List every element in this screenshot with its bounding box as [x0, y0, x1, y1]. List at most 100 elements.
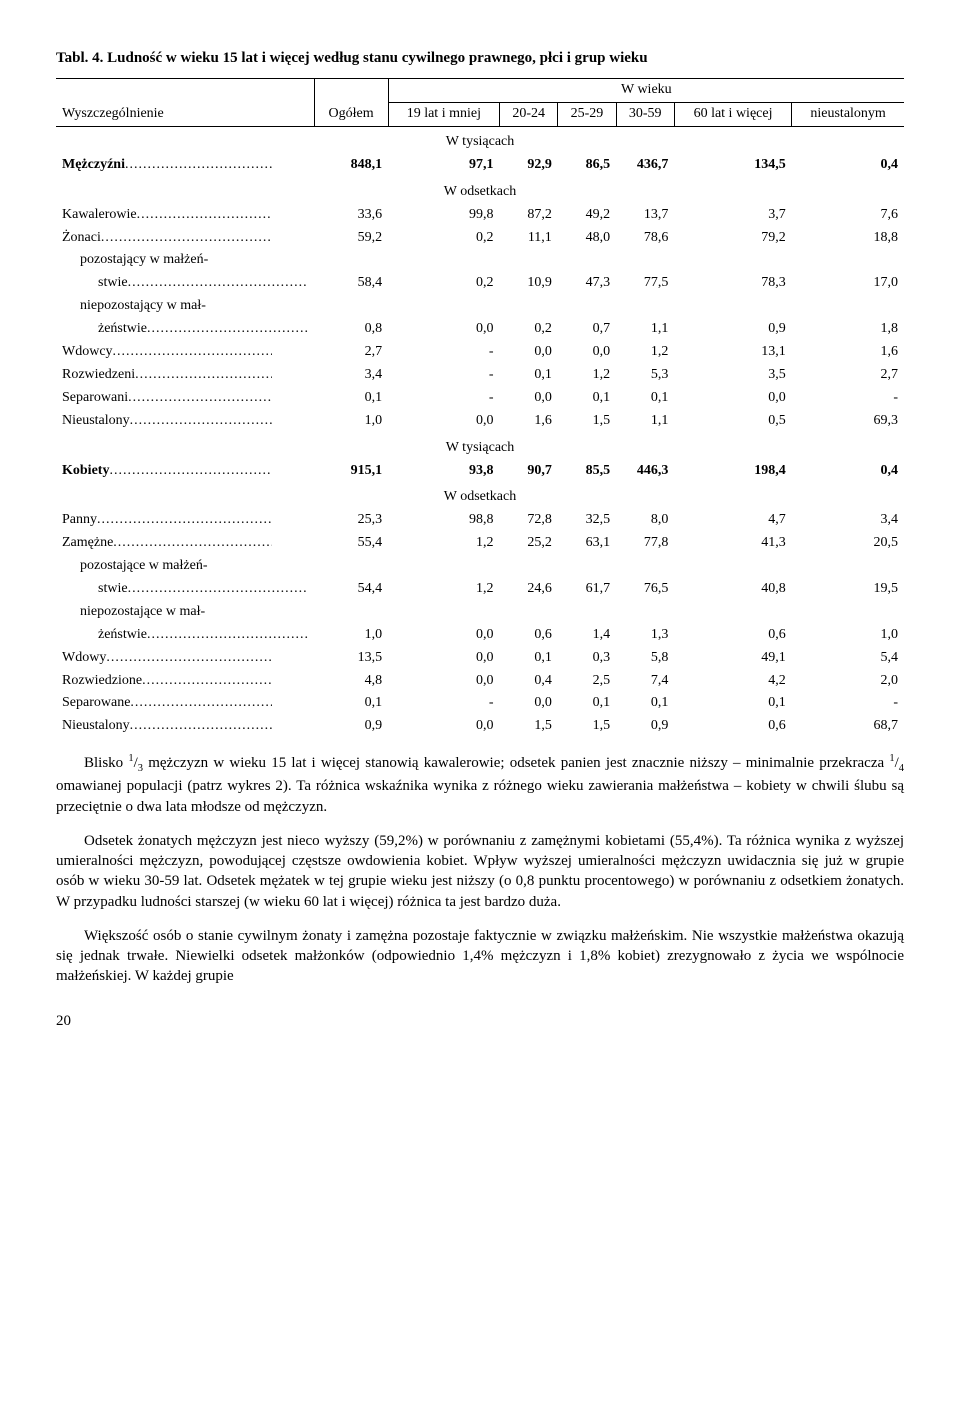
- col-2529: 25-29: [558, 103, 616, 127]
- table-row: Zamężne55,41,225,263,177,841,320,5: [56, 532, 904, 555]
- table-row: stwie54,41,224,661,776,540,819,5: [56, 578, 904, 601]
- cell: 198,4: [674, 460, 791, 483]
- col-3059: 30-59: [616, 103, 674, 127]
- cell: 1,8: [792, 318, 904, 341]
- frac14-n: 1: [889, 753, 894, 764]
- cell: 2,7: [792, 364, 904, 387]
- section-s4: W odsetkach: [56, 482, 904, 509]
- cell: 61,7: [558, 578, 616, 601]
- cell: 5,3: [616, 364, 674, 387]
- row-label: Kobiety: [56, 460, 314, 483]
- cell: 32,5: [558, 509, 616, 532]
- cell: 54,4: [314, 578, 388, 601]
- cell: 78,3: [674, 272, 791, 295]
- cell: 0,0: [388, 318, 499, 341]
- table-row: Wdowcy2,7-0,00,01,213,11,6: [56, 341, 904, 364]
- cell: 1,0: [314, 624, 388, 647]
- cell: -: [388, 692, 499, 715]
- cell: 55,4: [314, 532, 388, 555]
- cell: 41,3: [674, 532, 791, 555]
- cell: 3,4: [314, 364, 388, 387]
- cell: 1,2: [616, 341, 674, 364]
- cell: 1,0: [792, 624, 904, 647]
- frac13-n: 1: [128, 753, 133, 764]
- table-row: niepozostający w mał-: [56, 295, 904, 318]
- cell: 1,6: [792, 341, 904, 364]
- cell: 13,1: [674, 341, 791, 364]
- row-label: stwie: [56, 578, 314, 601]
- cell: 69,3: [792, 410, 904, 433]
- cell: 0,2: [388, 272, 499, 295]
- table-row: Mężczyźni848,197,192,986,5436,7134,50,4: [56, 154, 904, 177]
- cell: 1,2: [558, 364, 616, 387]
- cell: 0,1: [314, 387, 388, 410]
- cell: 0,1: [500, 364, 558, 387]
- cell: 77,8: [616, 532, 674, 555]
- cell: 0,0: [388, 715, 499, 738]
- cell: 85,5: [558, 460, 616, 483]
- cell: 1,0: [314, 410, 388, 433]
- cell: 24,6: [500, 578, 558, 601]
- cell: 0,1: [558, 692, 616, 715]
- cell: 1,1: [616, 410, 674, 433]
- col-wwieku: W wieku: [388, 79, 904, 103]
- cell: 1,3: [616, 624, 674, 647]
- cell: 3,5: [674, 364, 791, 387]
- cell: 1,1: [616, 318, 674, 341]
- cell: 5,4: [792, 647, 904, 670]
- cell: -: [388, 387, 499, 410]
- cell: 0,0: [388, 410, 499, 433]
- cell: 0,9: [674, 318, 791, 341]
- paragraph-2: Odsetek żonatych mężczyzn jest nieco wyż…: [56, 831, 904, 912]
- col-19: 19 lat i mniej: [388, 103, 499, 127]
- cell: 59,2: [314, 227, 388, 250]
- cell: 0,6: [500, 624, 558, 647]
- cell: 33,6: [314, 204, 388, 227]
- cell: 97,1: [388, 154, 499, 177]
- cell: 848,1: [314, 154, 388, 177]
- table-row: pozostający w małżeń-: [56, 249, 904, 272]
- cell: 0,4: [792, 460, 904, 483]
- cell: 0,0: [500, 341, 558, 364]
- row-label: Rozwiedzione: [56, 670, 314, 693]
- cell: 78,6: [616, 227, 674, 250]
- cell: 4,2: [674, 670, 791, 693]
- paragraph-1: Blisko 1/3 mężczyzn w wieku 15 lat i wię…: [56, 752, 904, 817]
- cell: 8,0: [616, 509, 674, 532]
- cell: 1,2: [388, 578, 499, 601]
- cell: 86,5: [558, 154, 616, 177]
- cell: 7,4: [616, 670, 674, 693]
- row-label: Rozwiedzeni: [56, 364, 314, 387]
- cell: 87,2: [500, 204, 558, 227]
- cell: 0,0: [388, 624, 499, 647]
- cell: 72,8: [500, 509, 558, 532]
- cell: 0,4: [792, 154, 904, 177]
- cell: 0,1: [616, 692, 674, 715]
- cell: 25,2: [500, 532, 558, 555]
- cell: 90,7: [500, 460, 558, 483]
- cell: 0,4: [500, 670, 558, 693]
- cell: 0,1: [674, 692, 791, 715]
- row-label: Separowani: [56, 387, 314, 410]
- cell: 0,3: [558, 647, 616, 670]
- cell: 49,2: [558, 204, 616, 227]
- table-row: Separowane0,1-0,00,10,10,1-: [56, 692, 904, 715]
- row-label: Wdowcy: [56, 341, 314, 364]
- data-table: Wyszczególnienie Ogółem W wieku 19 lat i…: [56, 78, 904, 738]
- cell: 11,1: [500, 227, 558, 250]
- cell: 0,9: [314, 715, 388, 738]
- col-wysz: Wyszczególnienie: [56, 79, 314, 127]
- cell: 0,1: [500, 647, 558, 670]
- table-title: Tabl. 4. Ludność w wieku 15 lat i więcej…: [56, 48, 904, 68]
- cell: 1,6: [500, 410, 558, 433]
- section-s1: W tysiącach: [56, 127, 904, 154]
- col-nieust: nieustalonym: [792, 103, 904, 127]
- cell: 20,5: [792, 532, 904, 555]
- cell: 4,7: [674, 509, 791, 532]
- cell: 79,2: [674, 227, 791, 250]
- cell: 19,5: [792, 578, 904, 601]
- row-label: stwie: [56, 272, 314, 295]
- cell: 436,7: [616, 154, 674, 177]
- cell: 68,7: [792, 715, 904, 738]
- table-row: pozostające w małżeń-: [56, 555, 904, 578]
